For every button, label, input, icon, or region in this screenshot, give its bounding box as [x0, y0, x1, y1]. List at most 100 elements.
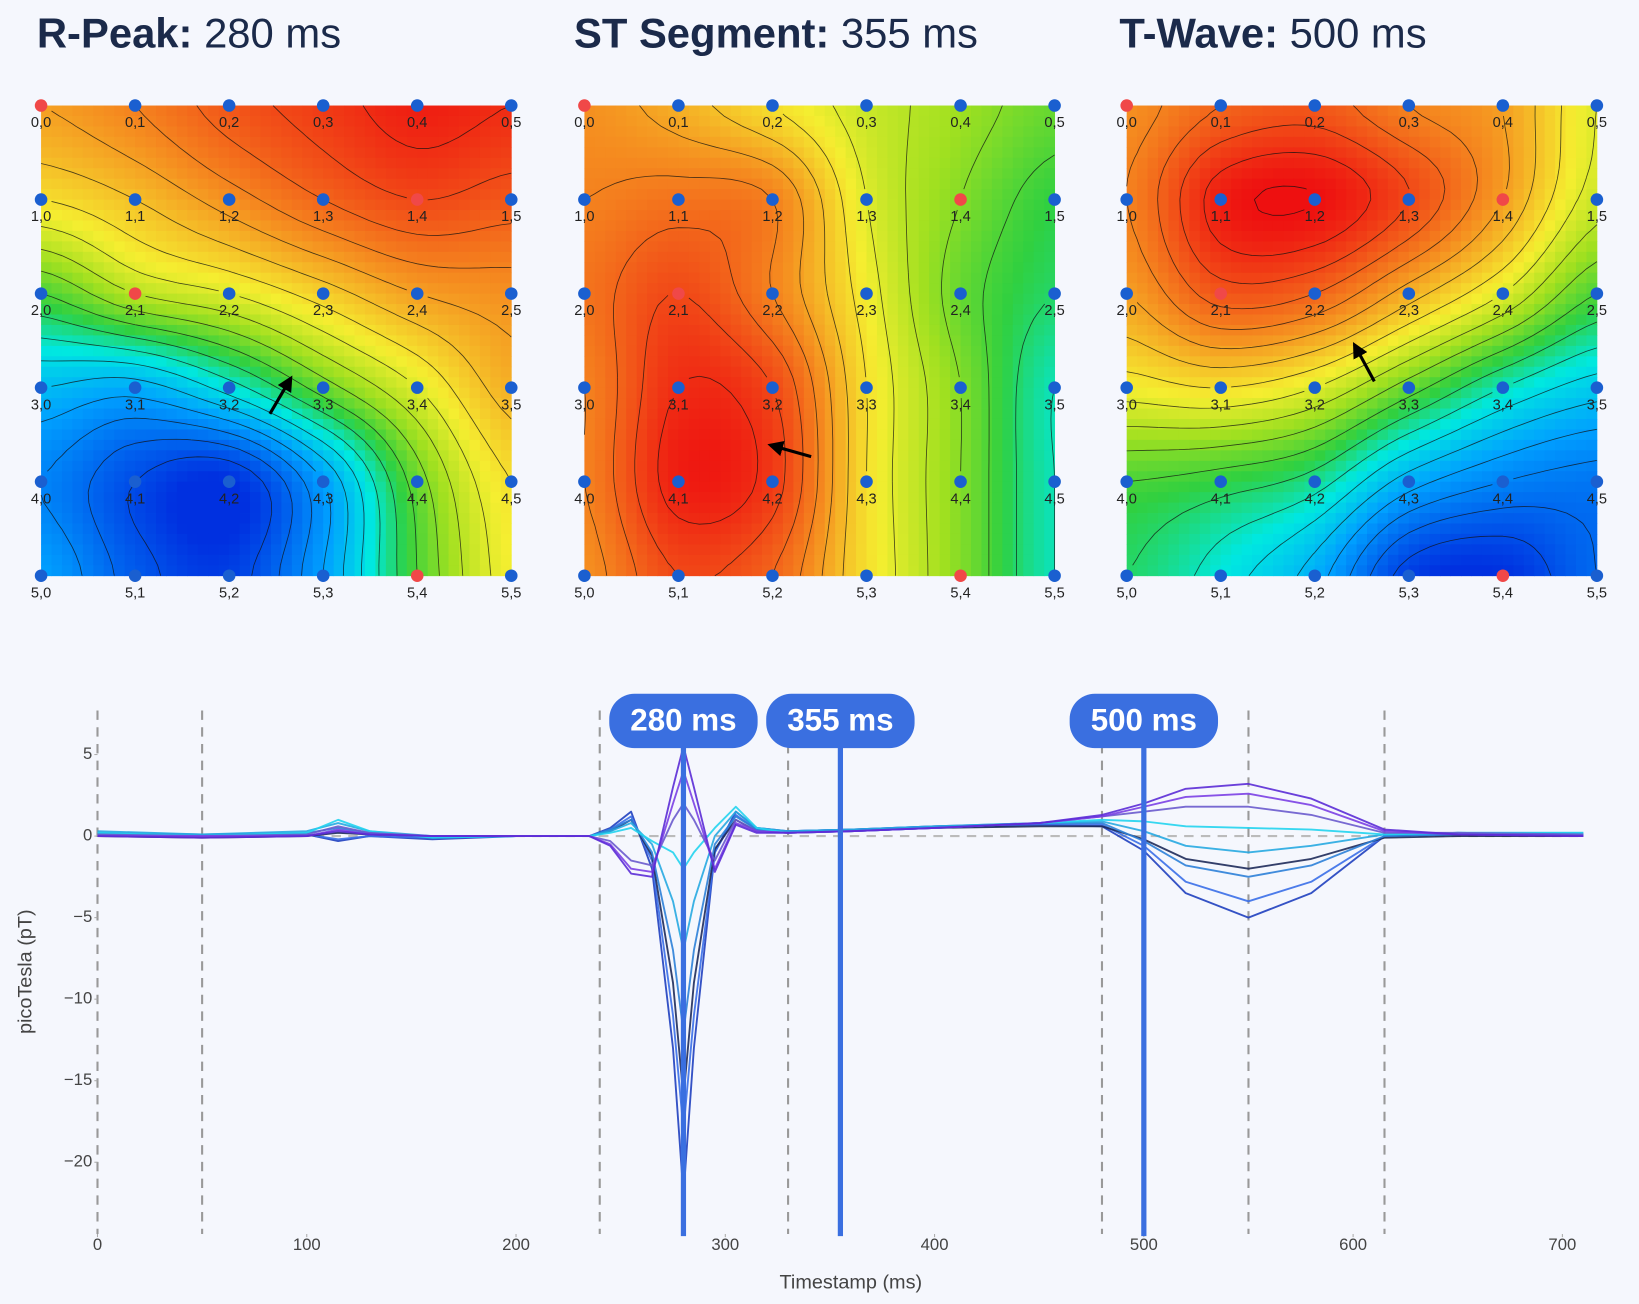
heat-cell: [876, 136, 888, 148]
heat-cell: [1168, 262, 1180, 274]
heat-cell: [929, 450, 941, 462]
heat-cell: [1523, 230, 1535, 242]
heat-cell: [981, 356, 993, 368]
heat-cell: [312, 450, 324, 462]
heat-cell: [229, 418, 241, 430]
heat-cell: [500, 105, 512, 117]
heat-cell: [500, 136, 512, 148]
heat-cell: [1429, 199, 1441, 211]
heat-cell: [208, 544, 220, 556]
heat-cell: [260, 241, 272, 253]
heat-cell: [1586, 199, 1598, 211]
heat-cell: [1408, 136, 1420, 148]
contour-line: [51, 110, 512, 338]
heat-cell: [135, 230, 146, 242]
title-label: R-Peak:: [37, 10, 193, 57]
heat-cell: [479, 565, 491, 577]
heat-cell: [1377, 168, 1389, 180]
sensor-highlight: [410, 569, 424, 582]
heat-cell: [312, 460, 324, 472]
heat-cell: [887, 304, 899, 315]
heat-cell: [908, 283, 920, 295]
heat-cell: [135, 523, 146, 535]
heat-cell: [1367, 115, 1378, 127]
heat-cell: [626, 115, 638, 127]
heat-cell: [1565, 157, 1577, 169]
heat-cell: [803, 304, 815, 315]
heat-cell: [239, 356, 251, 368]
heat-cell: [636, 178, 648, 190]
heat-cell: [960, 189, 972, 200]
panel-title: T-Wave: 500 ms: [1119, 10, 1426, 57]
heat-cell: [1586, 157, 1598, 169]
heat-cell: [876, 283, 888, 295]
heat-cell: [114, 272, 126, 284]
heat-cell: [887, 429, 899, 441]
heat-cell: [636, 115, 648, 127]
heat-cell: [1419, 178, 1431, 190]
heat-cell: [135, 262, 146, 274]
heat-cell: [438, 408, 449, 420]
heat-cell: [1283, 220, 1295, 232]
heat-cell: [406, 356, 418, 368]
heat-cell: [250, 241, 261, 253]
heat-cell: [1356, 126, 1368, 138]
heat-cell: [647, 283, 658, 295]
heat-cell: [824, 398, 836, 409]
sensor: [504, 475, 518, 488]
heat-cell: [981, 293, 993, 305]
heat-cell: [1586, 262, 1598, 274]
sensor-label: 0,0: [574, 115, 594, 131]
heat-cell: [459, 230, 470, 242]
heat-cell: [459, 178, 470, 190]
heat-cell: [51, 554, 63, 566]
heat-cell: [1044, 136, 1056, 148]
heat-cell: [908, 189, 920, 200]
heat-cell: [229, 544, 241, 556]
heat-cell: [82, 178, 94, 190]
heat-cell: [124, 335, 136, 347]
heat-cell: [1534, 168, 1546, 180]
heat-cell: [1575, 147, 1587, 159]
heat-cell: [991, 544, 1003, 556]
heat-cell: [647, 324, 658, 336]
heat-cell: [636, 251, 648, 263]
heat-cell: [814, 115, 826, 127]
heat-cell: [291, 157, 303, 169]
heat-cell: [730, 251, 742, 263]
heat-cell: [291, 533, 303, 545]
heat-cell: [145, 513, 157, 524]
heat-cell: [208, 439, 220, 451]
heat-cell: [1033, 533, 1045, 545]
heat-cell: [176, 554, 188, 566]
heat-cell: [72, 157, 84, 169]
heat-cell: [406, 262, 418, 274]
heat-cell: [626, 544, 638, 556]
heat-cell: [741, 262, 753, 274]
heat-cell: [1002, 251, 1014, 263]
heat-cell: [960, 523, 972, 535]
heat-cell: [856, 199, 867, 211]
heat-cell: [82, 345, 94, 357]
heat-cell: [218, 272, 230, 284]
heat-cell: [1023, 230, 1035, 242]
heat-cell: [41, 377, 52, 389]
heat-cell: [762, 366, 773, 378]
heat-cell: [594, 450, 606, 462]
heat-cell: [720, 471, 732, 483]
heat-cell: [605, 178, 617, 190]
heat-cell: [469, 168, 481, 180]
heat-cell: [61, 199, 73, 211]
heat-cell: [1210, 251, 1222, 263]
heat-cell: [897, 262, 909, 274]
heat-cell: [1502, 157, 1514, 169]
heat-cell: [1419, 136, 1431, 148]
heat-cell: [929, 408, 941, 420]
heat-cell: [991, 293, 1003, 305]
heat-cell: [584, 293, 596, 305]
sensor-label: 3,1: [125, 397, 145, 413]
heat-cell: [1012, 492, 1024, 504]
heat-cell: [981, 210, 993, 221]
heat-cell: [396, 157, 408, 169]
heat-cell: [1555, 157, 1566, 169]
